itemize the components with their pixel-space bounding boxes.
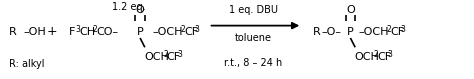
- Text: OCH: OCH: [354, 52, 379, 62]
- Text: 1.2 eq.: 1.2 eq.: [112, 2, 146, 12]
- Text: CF: CF: [377, 52, 391, 62]
- Text: R: R: [9, 27, 17, 37]
- Text: P: P: [137, 27, 144, 37]
- Text: CF: CF: [184, 27, 198, 37]
- Text: 3: 3: [387, 50, 392, 59]
- Text: O: O: [346, 5, 355, 15]
- Text: toluene: toluene: [235, 33, 272, 43]
- Text: +: +: [46, 25, 57, 38]
- Text: 2: 2: [374, 50, 378, 59]
- Text: 1 eq. DBU: 1 eq. DBU: [229, 5, 278, 15]
- Text: –O–: –O–: [321, 27, 341, 37]
- Text: –OCH: –OCH: [359, 27, 390, 37]
- Text: –OH: –OH: [23, 27, 46, 37]
- Text: R: alkyl: R: alkyl: [9, 59, 45, 69]
- Text: –OCH: –OCH: [153, 27, 183, 37]
- Text: CH: CH: [79, 27, 95, 37]
- Text: 3: 3: [401, 25, 405, 34]
- Text: F: F: [69, 27, 75, 37]
- Text: 3: 3: [75, 25, 80, 34]
- Text: R: R: [313, 27, 320, 37]
- Text: 2: 2: [387, 25, 392, 34]
- Text: 2: 2: [93, 25, 98, 34]
- Text: CF: CF: [166, 52, 181, 62]
- Text: 3: 3: [194, 25, 200, 34]
- Text: O: O: [136, 5, 145, 15]
- Text: 3: 3: [177, 50, 182, 59]
- Text: CO–: CO–: [96, 27, 118, 37]
- Text: OCH: OCH: [144, 52, 169, 62]
- Text: 2: 2: [163, 50, 168, 59]
- Text: CF: CF: [390, 27, 404, 37]
- Text: r.t., 8 – 24 h: r.t., 8 – 24 h: [224, 58, 283, 68]
- Text: P: P: [347, 27, 354, 37]
- Text: 2: 2: [181, 25, 185, 34]
